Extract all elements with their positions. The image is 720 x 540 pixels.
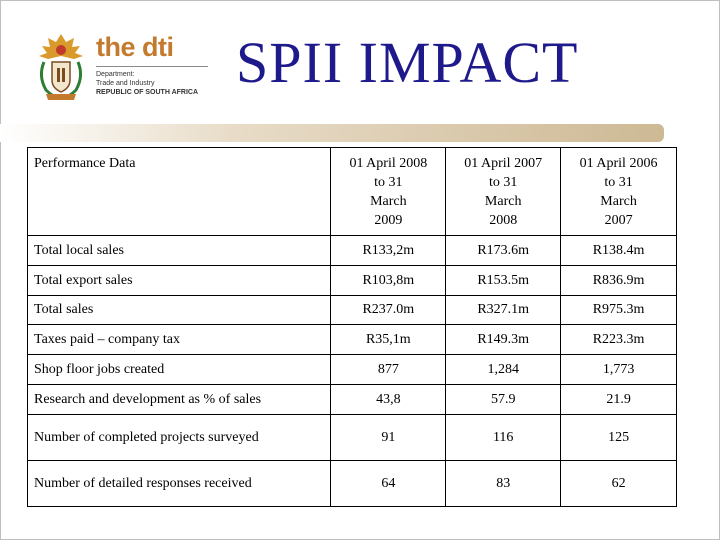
row-label: Research and development as % of sales: [26, 384, 332, 415]
col-header-line: March: [484, 194, 522, 209]
cell-value: R133,2m: [330, 235, 447, 266]
cell-value: R138.4m: [560, 235, 677, 266]
row-label: Total export sales: [26, 265, 332, 296]
dept-line-1: Department:: [96, 71, 135, 78]
cell-value: 83: [445, 460, 562, 507]
table-row: Number of completed projects surveyed 91…: [26, 414, 677, 461]
col-header-line: 2009: [374, 213, 403, 228]
table-row: Research and development as % of sales 4…: [26, 384, 677, 415]
cell-value: 62: [560, 460, 677, 507]
logo-divider: [96, 66, 208, 67]
header-performance-data: Performance Data: [26, 147, 332, 236]
table-row: Total local sales R133,2m R173.6m R138.4…: [26, 235, 677, 266]
cell-value: 116: [445, 414, 562, 461]
col-header-line: 2008: [489, 213, 518, 228]
cell-value: R173.6m: [445, 235, 562, 266]
cell-value: R327.1m: [445, 295, 562, 325]
table-row: Total sales R237.0m R327.1m R975.3m: [26, 295, 677, 325]
col-header-line: 2007: [604, 213, 633, 228]
cell-value: 43,8: [330, 384, 447, 415]
cell-value: 877: [330, 354, 447, 385]
col-header-line: March: [600, 194, 637, 209]
col-header-line: 01 April 2006: [579, 156, 658, 171]
table-row: Number of detailed responses received 64…: [26, 460, 677, 507]
col-header-line: to 31: [374, 175, 403, 190]
cell-value: 125: [560, 414, 677, 461]
cell-value: R153.5m: [445, 265, 562, 296]
column-header: 01 April 2006 to 31 March 2007: [560, 147, 677, 236]
slide-title: SPII IMPACT: [236, 30, 579, 95]
cell-value: 91: [330, 414, 447, 461]
dept-line-2: Trade and Industry: [96, 80, 155, 87]
cell-value: R35,1m: [330, 324, 447, 355]
cell-value: R237.0m: [330, 295, 447, 325]
table-header-row: Performance Data 01 April 2008 to 31 Mar…: [26, 147, 677, 236]
row-label: Total local sales: [26, 235, 332, 266]
row-label: Total sales: [26, 295, 332, 325]
dti-logo: the dti Department: Trade and Industry R…: [34, 30, 209, 106]
coat-of-arms-icon: [39, 34, 83, 100]
col-header-line: to 31: [604, 175, 633, 190]
row-label: Taxes paid – company tax: [26, 324, 332, 355]
cell-value: R149.3m: [445, 324, 562, 355]
col-header-line: 01 April 2008: [349, 156, 428, 171]
col-header-line: 01 April 2007: [464, 156, 543, 171]
cell-value: 1,284: [445, 354, 562, 385]
dept-line-3: REPUBLIC OF SOUTH AFRICA: [96, 89, 199, 96]
brand-the: the: [96, 32, 136, 62]
cell-value: R223.3m: [560, 324, 677, 355]
cell-value: R975.3m: [560, 295, 677, 325]
col-header-line: March: [370, 194, 407, 209]
department-text: Department: Trade and Industry REPUBLIC …: [96, 70, 211, 97]
performance-table: Performance Data 01 April 2008 to 31 Mar…: [26, 147, 677, 507]
table-row: Taxes paid – company tax R35,1m R149.3m …: [26, 324, 677, 355]
col-header-line: to 31: [489, 175, 518, 190]
row-label: Number of completed projects surveyed: [26, 414, 332, 461]
brand-wordmark: the dti: [96, 30, 174, 64]
row-label: Number of detailed responses received: [26, 460, 332, 507]
cell-value: 57.9: [445, 384, 562, 415]
cell-value: 64: [330, 460, 447, 507]
cell-value: R836.9m: [560, 265, 677, 296]
row-label: Shop floor jobs created: [26, 354, 332, 385]
table-row: Shop floor jobs created 877 1,284 1,773: [26, 354, 677, 385]
column-header: 01 April 2007 to 31 March 2008: [445, 147, 562, 236]
header-bar: [0, 124, 664, 142]
cell-value: 1,773: [560, 354, 677, 385]
cell-value: 21.9: [560, 384, 677, 415]
table-row: Total export sales R103,8m R153.5m R836.…: [26, 265, 677, 296]
brand-dti: dti: [142, 32, 174, 62]
column-header: 01 April 2008 to 31 March 2009: [330, 147, 447, 236]
cell-value: R103,8m: [330, 265, 447, 296]
